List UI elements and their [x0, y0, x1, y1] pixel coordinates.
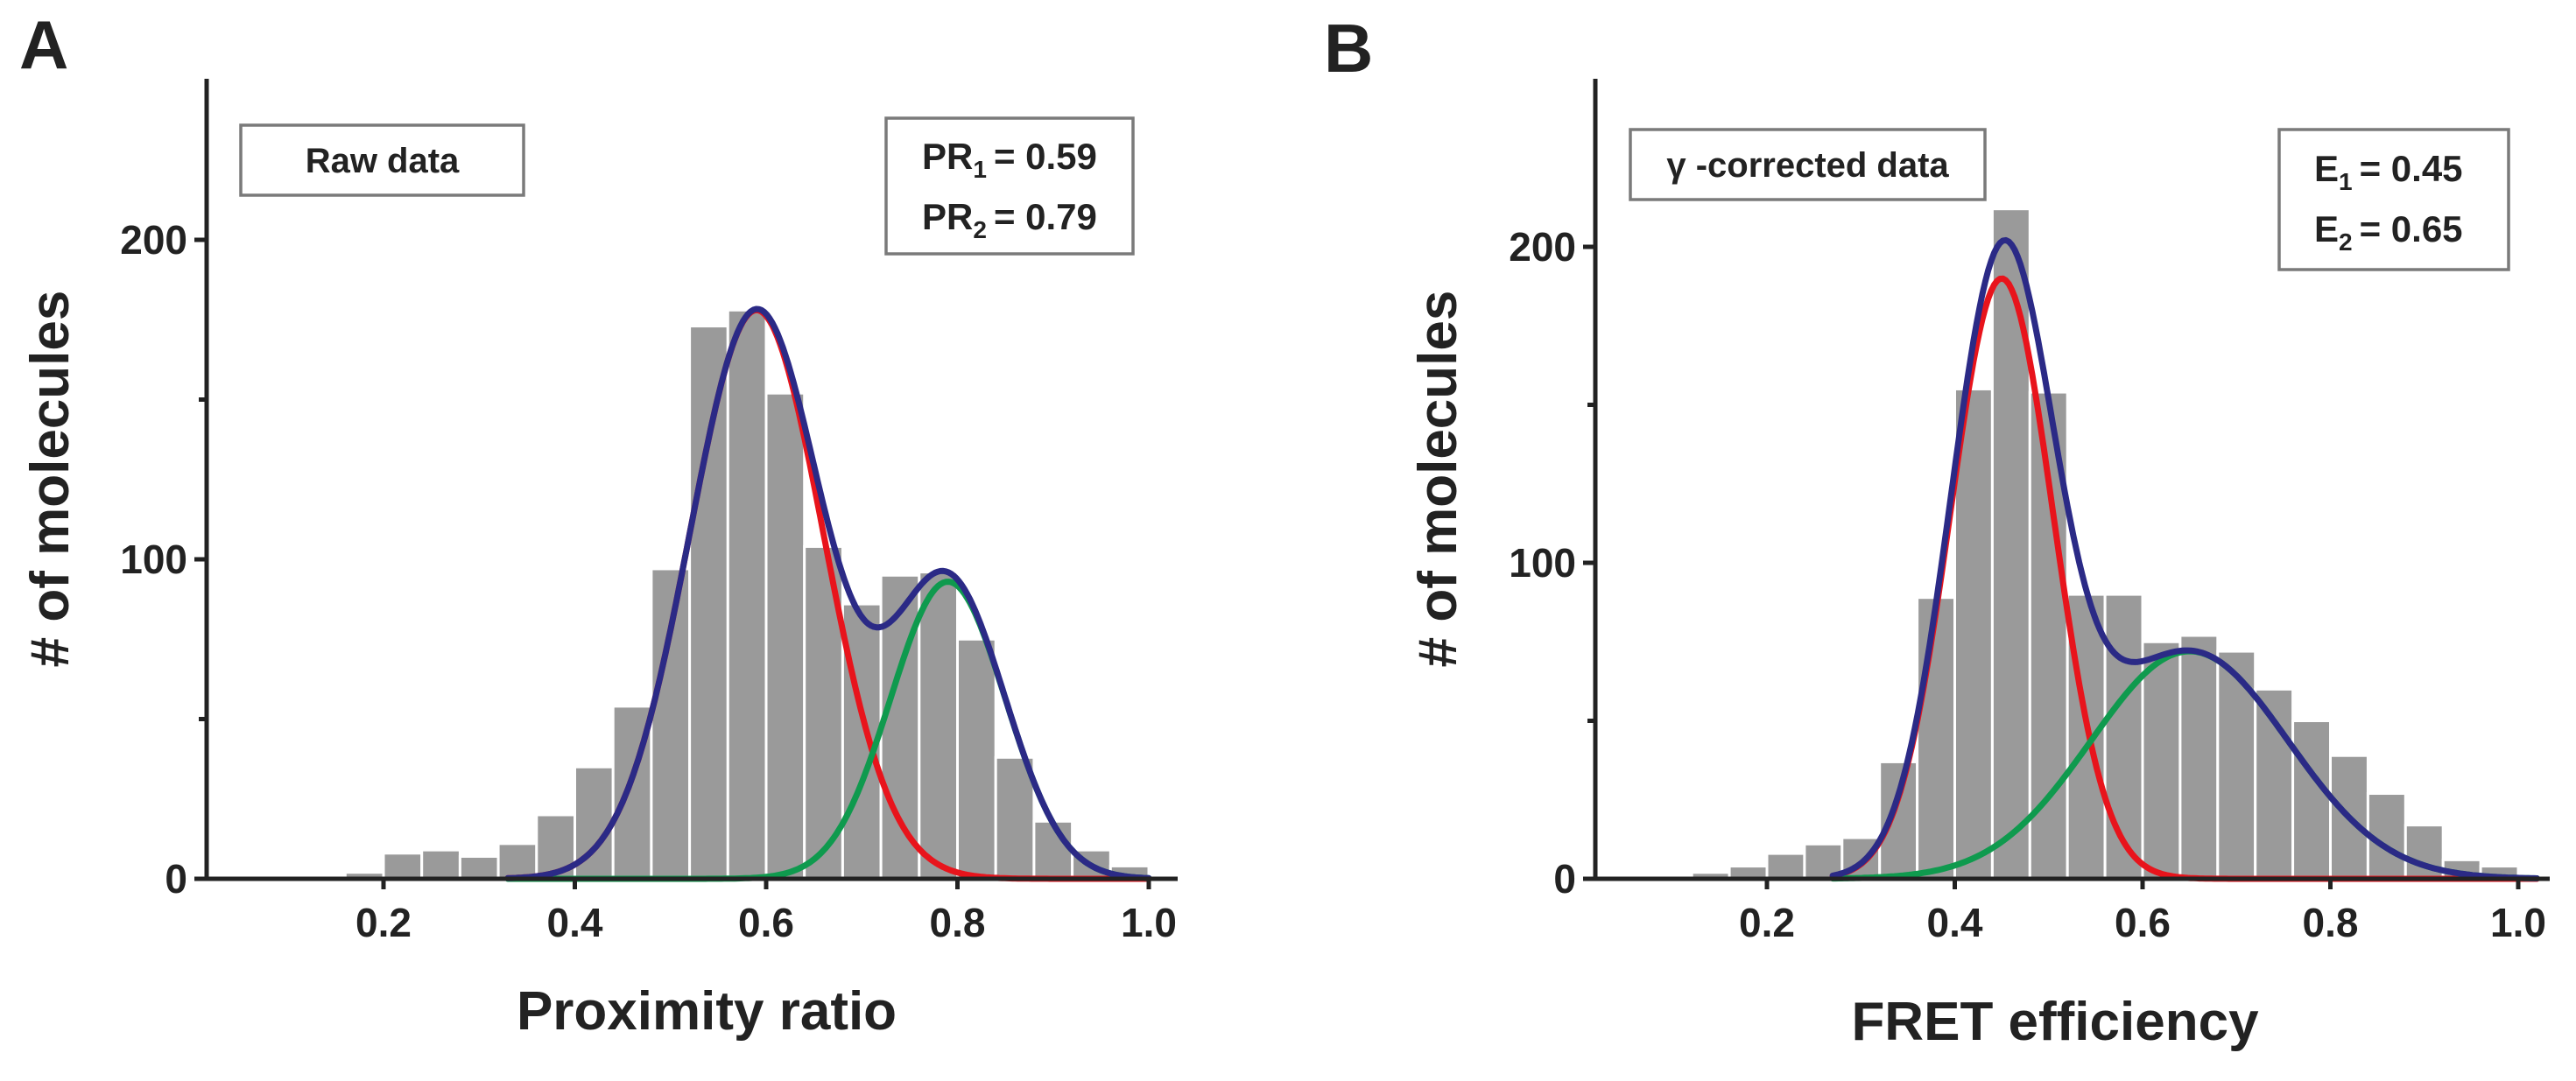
histogram-bar — [1953, 387, 1994, 881]
dataset-label: γ -corrected data — [1666, 146, 1949, 185]
x-tick-label: 1.0 — [2490, 900, 2546, 945]
x-tick-label: 0.8 — [930, 900, 986, 945]
histogram-bar — [688, 325, 729, 881]
histogram-bar — [496, 842, 538, 881]
x-axis-label: Proximity ratio — [517, 981, 897, 1042]
histogram-bar — [764, 391, 806, 881]
panel-letter: A — [19, 6, 68, 83]
histogram-bar — [458, 854, 500, 881]
chart-panel-a: A 0 100 200 0.2 0.4 0.6 0.8 1.0 Proximity ratio # … — [19, 6, 1178, 1042]
y-tick-label: 200 — [1509, 224, 1576, 270]
panel-letter: B — [1324, 10, 1373, 87]
y-tick-label: 100 — [1509, 540, 1576, 586]
x-tick-label: 0.2 — [355, 900, 412, 945]
histogram-bar — [1878, 760, 1919, 881]
dataset-label-box — [1629, 128, 1987, 201]
peak-values-box — [2277, 128, 2510, 271]
x-tick-label: 1.0 — [1121, 900, 1177, 945]
histogram-bar — [1990, 207, 2031, 881]
y-axis-label: # of molecules — [1408, 291, 1468, 668]
histogram-bar — [2291, 719, 2333, 881]
x-tick-label: 0.6 — [738, 900, 794, 945]
histogram-bar — [420, 848, 461, 881]
chart-panel-b: B 0 100 200 0.2 0.4 0.6 0.8 1.0 FRET efficiency # … — [1324, 10, 2550, 1052]
histogram-bar — [2103, 593, 2144, 881]
x-axis-label: FRET efficiency — [1851, 992, 2259, 1052]
peak-value-2: PR2 = 0.79 — [922, 196, 1097, 243]
y-tick-label: 0 — [1553, 856, 1576, 902]
y-tick-label: 100 — [120, 537, 187, 582]
y-axis-label: # of molecules — [20, 291, 81, 668]
y-tick-label: 0 — [165, 856, 187, 902]
fit-curve-sum — [504, 305, 1152, 881]
histogram-bar — [918, 571, 960, 881]
x-tick-label: 0.2 — [1739, 900, 1795, 945]
peak-value-1: E1 = 0.45 — [2314, 148, 2463, 195]
histogram-bar — [2141, 640, 2182, 881]
x-tick-label: 0.6 — [2115, 900, 2171, 945]
dataset-label: Raw data — [306, 142, 460, 180]
peak-value-2: E2 = 0.65 — [2314, 208, 2463, 256]
peak-values-box — [884, 116, 1135, 256]
x-tick-label: 0.4 — [547, 900, 603, 945]
histogram-bar — [726, 308, 768, 881]
histogram-bars — [1690, 207, 2520, 881]
peak-value-1: PR1 = 0.59 — [922, 136, 1097, 183]
histogram-bar — [1916, 596, 1957, 881]
dataset-label-box — [239, 123, 525, 197]
histogram-bar — [2178, 634, 2220, 881]
histogram-bar — [956, 637, 997, 881]
x-tick-label: 0.4 — [1927, 900, 1983, 945]
histogram-bar — [1765, 852, 1806, 881]
x-tick-label: 0.8 — [2303, 900, 2359, 945]
histogram-bar — [382, 852, 424, 881]
histogram-bars — [306, 308, 1151, 881]
y-tick-label: 200 — [120, 217, 187, 263]
histogram-bar — [1032, 819, 1074, 881]
fit-curve-sum — [1829, 236, 2540, 881]
